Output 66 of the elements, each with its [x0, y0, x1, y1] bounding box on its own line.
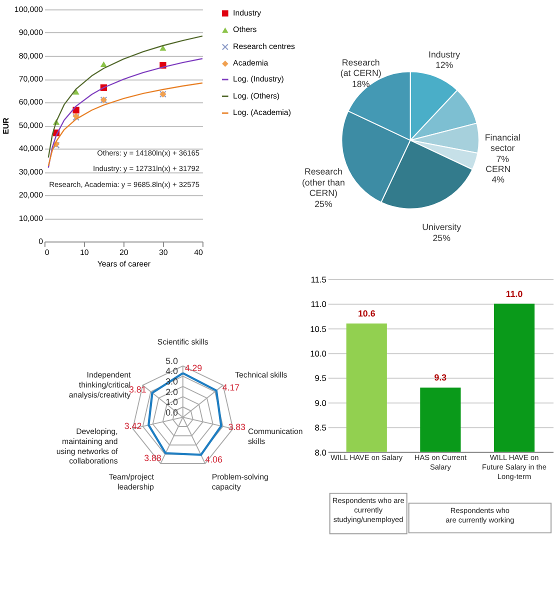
data-label: 3.81	[129, 384, 146, 395]
data-label: 12%	[435, 60, 454, 70]
legend-label: Log. (Others)	[233, 91, 280, 100]
y-tick-label: 4.0	[166, 366, 178, 376]
y-tick-label: 30,000	[18, 167, 44, 176]
data-label: 10.6	[358, 308, 376, 319]
legend-label: Others	[233, 25, 257, 34]
spoke-label: Technical skills	[235, 370, 288, 380]
slice-label: University	[422, 222, 462, 232]
slice-label: CERN	[486, 164, 511, 174]
y-tick-label: 70,000	[18, 74, 44, 84]
y-tick-label: 5.0	[166, 356, 178, 366]
slice-label: Financial sector	[484, 132, 520, 154]
y-tick-label: 60,000	[18, 98, 44, 107]
legend-label: Log. (Academia)	[233, 108, 292, 118]
x-axis-title: Years of career	[97, 260, 151, 269]
y-tick-label: 9.5	[314, 373, 327, 384]
x-tick-label: 40	[194, 248, 204, 257]
y-tick-label: 50,000	[18, 120, 44, 130]
legend-label: Log. (Industry)	[233, 74, 284, 84]
y-tick-label: 8.5	[314, 422, 327, 433]
data-label: 18%	[352, 78, 370, 89]
y-tick-label: 8.0	[314, 447, 327, 458]
legend-label: Research centres	[233, 42, 295, 51]
y-tick-label: 100,000	[14, 4, 44, 14]
x-tick-label: 20	[120, 248, 129, 257]
data-label: 4.06	[205, 454, 222, 464]
y-tick-label: 80,000	[18, 51, 44, 60]
y-tick-label: 10.5	[310, 324, 327, 334]
y-tick-label: 10.0	[310, 348, 327, 359]
y-tick-label: 11.5	[310, 274, 327, 284]
y-tick-label: 1.0	[166, 397, 178, 408]
y-tick-label: 9.0	[314, 398, 327, 408]
y-axis-title: EUR	[1, 117, 10, 134]
y-tick-label: 0	[38, 236, 44, 246]
data-label: 4.29	[184, 363, 202, 374]
data-label: 7%	[496, 154, 510, 164]
y-tick-label: 0.0	[166, 407, 178, 418]
data-label: 3.88	[144, 452, 162, 463]
legend-label: Academia	[233, 58, 269, 68]
data-label: 4%	[492, 174, 505, 185]
x-tick-label: 0	[44, 248, 50, 257]
y-tick-label: 40,000	[18, 144, 44, 154]
x-tick-label: 10	[80, 248, 90, 257]
y-tick-label: 20,000	[18, 190, 44, 200]
slice-label: Research (at CERN)	[340, 57, 382, 78]
data-label: 4.17	[222, 382, 240, 392]
slice-label: Research (other than CERN)	[302, 166, 345, 198]
data-label: 9.3	[434, 372, 447, 383]
data-label: 3.83	[228, 422, 246, 432]
data-label: 3.42	[124, 421, 142, 432]
data-label: 25%	[314, 199, 332, 210]
spoke-label: Developing, maintaining and using networks of collaborations	[56, 427, 119, 466]
x-tick-label: 30	[159, 248, 168, 257]
spoke-label: Problem-solving capacity	[212, 472, 268, 492]
spoke-label: Scientific skills	[157, 338, 208, 347]
y-tick-label: 11.0	[310, 299, 327, 310]
data-label: 11.0	[506, 288, 523, 299]
y-tick-label: 90,000	[18, 28, 44, 38]
y-tick-label: 2.0	[166, 386, 178, 397]
spoke-label: Team/project leadership	[108, 472, 155, 492]
y-tick-label: 10,000	[18, 214, 44, 223]
spoke-label: Communication skills	[248, 427, 303, 446]
legend-label: Industry	[233, 8, 262, 18]
slice-label: Industry	[428, 49, 461, 60]
data-label: 25%	[432, 232, 451, 243]
